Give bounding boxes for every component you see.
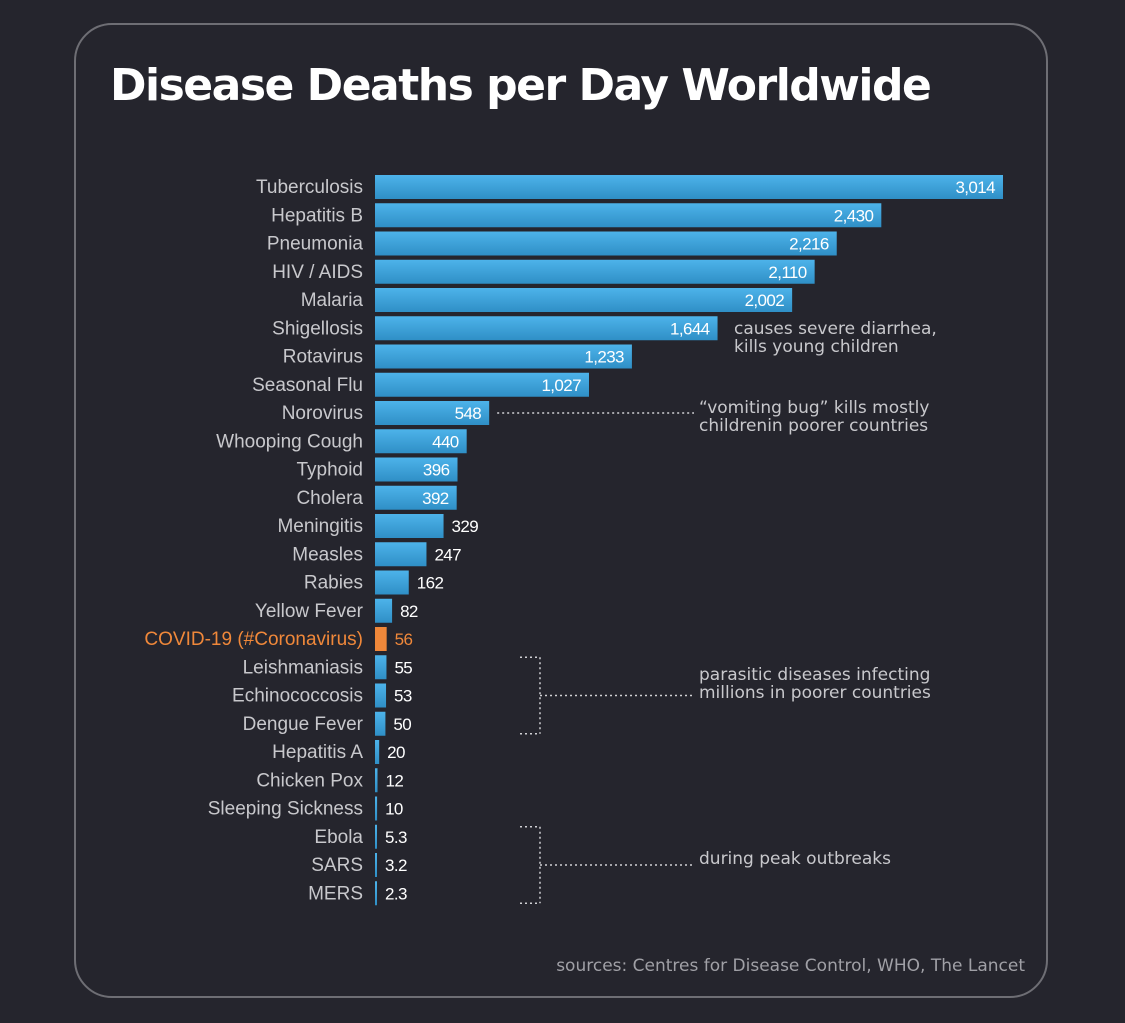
chart-title: Disease Deaths per Day Worldwide bbox=[110, 60, 932, 111]
value-label-echinococcosis: 53 bbox=[394, 687, 412, 706]
category-label-hiv-aids: HIV / AIDS bbox=[272, 262, 363, 283]
annotation-shigellosis-line-2: kills young children bbox=[734, 337, 899, 357]
annotation-parasitic: parasitic diseases infecting millions in… bbox=[699, 666, 931, 702]
bar-pneumonia bbox=[375, 231, 837, 256]
value-label-ebola: 5.3 bbox=[385, 828, 407, 847]
annotation-norovirus-line-1: “vomiting bug” kills mostly bbox=[699, 398, 930, 418]
bar-leishmaniasis bbox=[375, 655, 387, 680]
category-label-measles: Measles bbox=[292, 544, 363, 565]
category-label-leishmaniasis: Leishmaniasis bbox=[243, 657, 363, 678]
value-label-rabies: 162 bbox=[417, 574, 444, 593]
value-label-seasonal-flu: 1,027 bbox=[541, 376, 581, 395]
category-label-norovirus: Norovirus bbox=[282, 403, 363, 424]
value-label-covid-19-coronavirus: 56 bbox=[395, 630, 413, 649]
value-label-tuberculosis: 3,014 bbox=[955, 178, 995, 197]
bar-whooping-cough bbox=[375, 429, 467, 454]
bar-tuberculosis bbox=[375, 175, 1003, 199]
value-label-leishmaniasis: 55 bbox=[394, 658, 412, 677]
value-label-chicken-pox: 12 bbox=[386, 771, 404, 790]
bar-hepatitis-b bbox=[375, 203, 882, 228]
category-label-malaria: Malaria bbox=[301, 290, 364, 311]
value-label-meningitis: 329 bbox=[452, 517, 479, 536]
value-label-dengue-fever: 50 bbox=[393, 715, 411, 734]
bar-seasonal-flu bbox=[375, 372, 589, 397]
value-label-yellow-fever: 82 bbox=[400, 602, 418, 621]
bar-mers bbox=[375, 881, 377, 906]
bar-sleeping-sickness bbox=[375, 796, 378, 821]
category-label-chicken-pox: Chicken Pox bbox=[256, 770, 363, 791]
value-label-whooping-cough: 440 bbox=[432, 432, 459, 451]
category-label-sars: SARS bbox=[311, 855, 363, 876]
annotation-outbreaks-line: during peak outbreaks bbox=[699, 849, 891, 869]
value-label-sleeping-sickness: 10 bbox=[385, 800, 403, 819]
category-label-seasonal-flu: Seasonal Flu bbox=[252, 375, 363, 396]
category-label-yellow-fever: Yellow Fever bbox=[255, 601, 364, 622]
category-label-hepatitis-a: Hepatitis A bbox=[272, 742, 363, 763]
annotation-norovirus: “vomiting bug” kills mostly childrenin p… bbox=[699, 399, 929, 435]
category-label-rabies: Rabies bbox=[304, 573, 363, 594]
category-label-meningitis: Meningitis bbox=[277, 516, 363, 537]
value-label-pneumonia: 2,216 bbox=[789, 235, 829, 254]
bar-measles bbox=[375, 542, 427, 567]
value-label-hiv-aids: 2,110 bbox=[768, 263, 806, 282]
category-label-shigellosis: Shigellosis bbox=[272, 318, 363, 339]
value-label-hepatitis-b: 2,430 bbox=[834, 206, 874, 225]
bar-hiv-aids bbox=[375, 259, 815, 284]
category-label-typhoid: Typhoid bbox=[296, 460, 363, 481]
bar-sars bbox=[375, 853, 377, 877]
value-label-rotavirus: 1,233 bbox=[584, 348, 624, 367]
bar-echinococcosis bbox=[375, 683, 387, 708]
category-label-rotavirus: Rotavirus bbox=[283, 347, 363, 368]
bar-typhoid bbox=[375, 457, 458, 482]
category-label-sleeping-sickness: Sleeping Sickness bbox=[208, 799, 363, 820]
value-label-measles: 247 bbox=[434, 545, 461, 564]
value-label-malaria: 2,002 bbox=[745, 291, 785, 310]
category-label-mers: MERS bbox=[308, 883, 363, 904]
annotation-norovirus-line-2: childrenin poorer countries bbox=[699, 416, 929, 436]
source-note: sources: Centres for Disease Control, WH… bbox=[556, 956, 1025, 976]
category-label-cholera: Cholera bbox=[296, 488, 363, 509]
value-label-cholera: 392 bbox=[422, 489, 449, 508]
category-label-dengue-fever: Dengue Fever bbox=[243, 714, 364, 735]
bar-dengue-fever bbox=[375, 711, 386, 736]
bars-group: Tuberculosis 3,014 Hepatitis B 2,430 Pneumon… bbox=[144, 175, 1003, 906]
value-label-shigellosis: 1,644 bbox=[670, 319, 710, 338]
category-label-echinococcosis: Echinococcosis bbox=[232, 686, 363, 707]
annotation-shigellosis: causes severe diarrhea, kills young chil… bbox=[734, 320, 937, 356]
bar-norovirus bbox=[375, 401, 490, 425]
category-label-pneumonia: Pneumonia bbox=[267, 234, 364, 255]
bar-malaria bbox=[375, 288, 793, 312]
annotation-connectors bbox=[497, 412, 694, 904]
value-label-sars: 3.2 bbox=[385, 856, 407, 875]
value-label-typhoid: 396 bbox=[423, 461, 450, 480]
category-label-tuberculosis: Tuberculosis bbox=[256, 177, 363, 198]
annotation-shigellosis-line-1: causes severe diarrhea, bbox=[734, 319, 937, 339]
bar-meningitis bbox=[375, 514, 444, 538]
category-label-hepatitis-b: Hepatitis B bbox=[271, 205, 363, 226]
bar-yellow-fever bbox=[375, 598, 393, 623]
bar-rabies bbox=[375, 570, 409, 595]
value-label-hepatitis-a: 20 bbox=[387, 743, 405, 762]
bar-hepatitis-a bbox=[375, 740, 380, 764]
value-label-mers: 2.3 bbox=[385, 884, 407, 903]
annotation-outbreaks: during peak outbreaks bbox=[699, 850, 891, 868]
category-label-whooping-cough: Whooping Cough bbox=[216, 431, 363, 452]
bar-shigellosis bbox=[375, 316, 718, 341]
bar-rotavirus bbox=[375, 344, 632, 369]
annotation-parasitic-line-2: millions in poorer countries bbox=[699, 683, 931, 703]
bar-ebola bbox=[375, 824, 377, 849]
bar-covid-19-coronavirus bbox=[375, 627, 387, 651]
bar-chicken-pox bbox=[375, 768, 378, 793]
annotation-parasitic-line-1: parasitic diseases infecting bbox=[699, 665, 931, 685]
value-label-norovirus: 548 bbox=[455, 404, 482, 423]
category-label-covid-19-coronavirus: COVID-19 (#Coronavirus) bbox=[144, 629, 363, 650]
category-label-ebola: Ebola bbox=[314, 827, 363, 848]
bar-cholera bbox=[375, 485, 457, 510]
